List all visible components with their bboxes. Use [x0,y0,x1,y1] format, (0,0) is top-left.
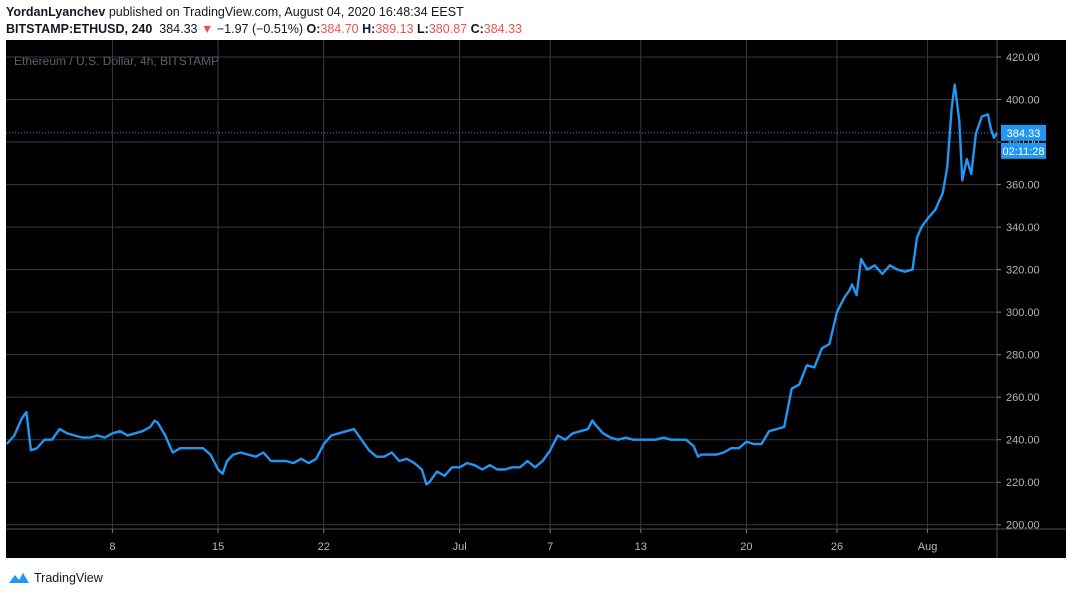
chart-title: Ethereum / U.S. Dollar, 4h, BITSTAMP [14,54,219,68]
close-label: C: [470,22,484,36]
x-tick-label: Jul [453,541,467,553]
tradingview-logo-icon[interactable] [8,571,30,585]
low-value: 380.87 [428,22,468,36]
grid-lines [6,40,1066,558]
y-tick-label: 200.00 [1006,520,1040,532]
price-chart[interactable]: 200.00 220.00 240.00 260.00 280.00 300.00 320.… [0,40,1073,560]
y-tick-label: 360.00 [1006,180,1040,192]
low-label: L: [417,22,429,36]
high-label: H: [362,22,376,36]
last-price-value: 384.33 [159,22,198,36]
x-tick-label: Aug [918,541,938,553]
symbol-label: BITSTAMP:ETHUSD, 240 [6,22,153,36]
y-tick-label: 240.00 [1006,435,1040,447]
price-labels: 384.33 02:11:28 [1001,124,1046,159]
y-tick-label: 400.00 [1006,95,1040,107]
ohlc-legend: BITSTAMP:ETHUSD, 240 384.33 ▼ −1.97 (−0.… [6,22,522,36]
y-tick-label: 260.00 [1006,392,1040,404]
x-tick-label: 8 [109,541,115,553]
footer-branding: TradingView [8,569,103,587]
last-price-label-bg [1001,124,1046,141]
chart-area[interactable]: 200.00 220.00 240.00 260.00 280.00 300.00 320.… [0,40,1073,560]
y-tick-label: 280.00 [1006,350,1040,362]
last-price-label: 384.33 [1007,128,1041,140]
y-tick-label: 420.00 [1006,52,1040,64]
publish-info: YordanLyanchev published on TradingView.… [6,5,464,19]
y-tick-label: 220.00 [1006,477,1040,489]
high-value: 389.13 [375,22,414,36]
y-tick-label: 340.00 [1006,222,1040,234]
author-name[interactable]: YordanLyanchev [6,5,106,19]
open-value: 384.70 [320,22,359,36]
x-tick-label: 13 [635,541,647,553]
x-tick-label: 26 [831,541,843,553]
brand-name[interactable]: TradingView [34,571,103,585]
chart-background [6,40,1066,558]
open-label: O: [306,22,321,36]
down-arrow-icon: ▼ [201,22,214,36]
published-text: published on TradingView.com, August 04,… [108,5,464,19]
x-tick-label: 15 [212,541,224,553]
close-value: 384.33 [483,22,523,36]
x-tick-label: 20 [740,541,752,553]
change-value: −1.97 (−0.51%) [216,22,304,36]
time-axis[interactable]: 8 15 22 Jul 7 13 20 26 Aug [109,529,937,553]
countdown-label-bg [1001,142,1046,159]
y-tick-label: 300.00 [1006,307,1040,319]
x-tick-label: 22 [318,541,330,553]
y-tick-label: 320.00 [1006,265,1040,277]
price-series-line [5,83,999,486]
x-tick-label: 7 [547,541,553,553]
countdown-label: 02:11:28 [1002,146,1044,158]
